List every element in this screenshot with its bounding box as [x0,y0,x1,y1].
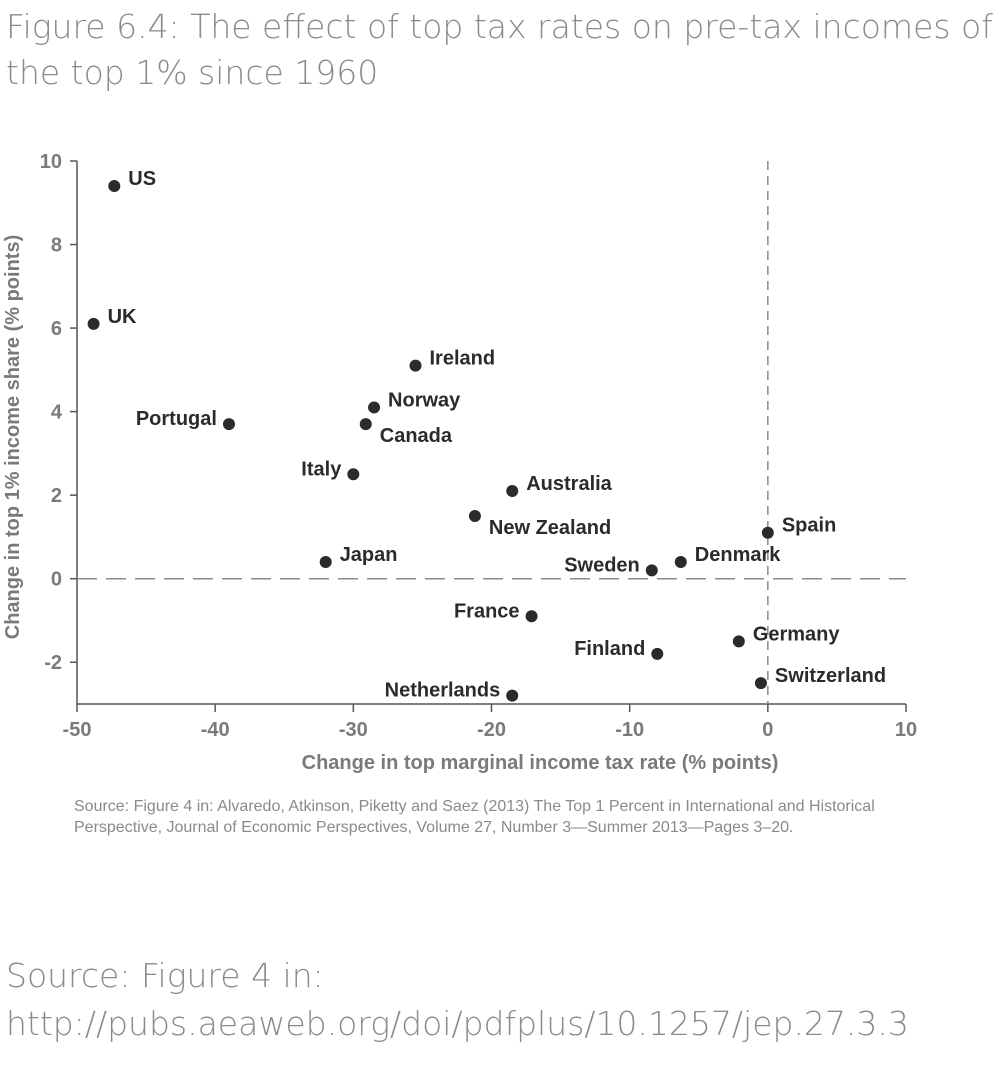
label-denmark: Denmark [695,544,781,566]
reference-lines [77,161,906,704]
y-tick-label: 6 [51,318,62,340]
y-tick-label: 0 [51,569,62,591]
figure-title: Figure 6.4: The effect of top tax rates … [6,7,993,92]
label-portugal: Portugal [136,408,217,430]
label-netherlands: Netherlands [385,680,501,702]
x-tick-label: -30 [339,719,368,741]
x-axis-label: Change in top marginal income tax rate (… [302,752,779,774]
point-uk [87,317,100,330]
point-australia [506,484,519,497]
label-ireland: Ireland [430,348,496,370]
point-ireland [409,359,422,372]
x-tick-label: 0 [762,719,773,741]
label-italy: Italy [301,458,342,480]
page-source: Source: Figure 4 in: http://pubs.aeaweb.… [6,952,996,1048]
x-tick-label: -50 [63,719,92,741]
label-sweden: Sweden [564,554,640,576]
point-switzerland [754,677,767,690]
page-source-url: http://pubs.aeaweb.org/doi/pdfplus/10.12… [6,1004,909,1043]
x-tick-label: -20 [477,719,506,741]
y-tick-label: -2 [44,652,62,674]
label-finland: Finland [574,638,645,660]
label-australia: Australia [526,473,612,495]
point-finland [651,647,664,660]
point-us [108,180,121,193]
point-sweden [645,564,658,577]
point-france [525,610,538,623]
point-canada [359,418,372,431]
x-tick-label: 10 [895,719,917,741]
label-us: US [128,168,156,190]
y-axis-label: Change in top 1% income share (% points) [2,235,24,640]
y-tick-label: 10 [40,151,62,173]
point-netherlands [506,689,519,702]
point-germany [732,635,745,648]
figure-source-note: Source: Figure 4 in: Alvaredo, Atkinson,… [74,798,875,836]
y-tick-label: 2 [51,485,62,507]
page-source-line-1: Source: Figure 4 in: [6,956,324,995]
point-norway [368,401,381,414]
point-denmark [674,555,687,568]
label-norway: Norway [388,389,461,411]
label-germany: Germany [753,623,841,645]
label-switzerland: Switzerland [775,665,886,687]
label-france: France [454,600,520,622]
x-tick-label: -40 [201,719,230,741]
point-labels: US UK Ireland Norway Portugal Canada Italy Aust… [108,168,886,702]
point-italy [347,468,360,481]
data-points [87,180,774,702]
label-uk: UK [108,306,137,328]
x-tick-label: -10 [615,719,644,741]
point-new-zealand [468,510,481,523]
point-spain [761,526,774,539]
y-tick-label: 4 [51,402,63,424]
point-portugal [222,418,235,431]
label-japan: Japan [340,544,398,566]
point-japan [319,555,332,568]
label-canada: Canada [380,425,453,447]
y-tick-label: 8 [51,235,62,257]
label-new-zealand: New Zealand [489,517,611,539]
label-spain: Spain [782,515,836,537]
